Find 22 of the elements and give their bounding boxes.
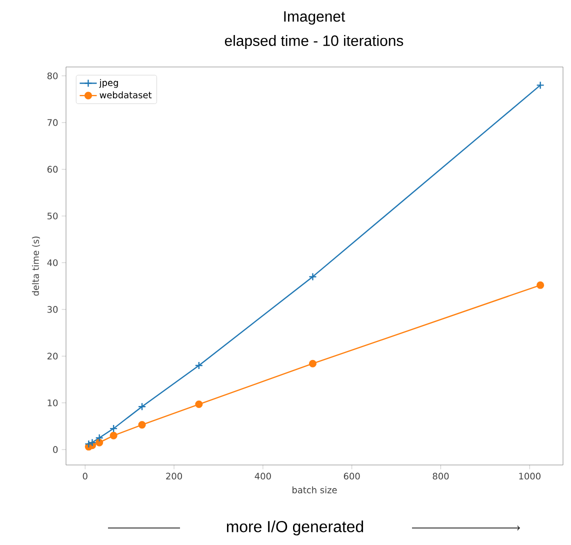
- y-tick-label: 80: [47, 72, 58, 80]
- legend-label: webdataset: [100, 91, 152, 98]
- chart-subtitle: elapsed time - 10 iterations: [224, 35, 404, 49]
- y-tick-label: 30: [48, 306, 58, 313]
- x-tick-label: 0: [82, 472, 88, 480]
- y-axis-title: delta time (s): [32, 236, 40, 296]
- text: more I/O generated: [226, 520, 364, 536]
- x-tick-label: 1000: [519, 472, 540, 480]
- x-tick-label: 600: [344, 472, 360, 480]
- y-tick-label: 10: [48, 399, 58, 406]
- legend-label: jpeg: [99, 79, 118, 88]
- y-tick-label: 0: [53, 446, 58, 453]
- x-tick-label: 200: [166, 472, 182, 480]
- x-tick-label: 800: [432, 472, 449, 480]
- y-tick-label: 70: [48, 119, 58, 126]
- y-tick-label: 60: [47, 166, 58, 173]
- x-axis-title: batch size: [292, 486, 337, 494]
- y-tick-label: 40: [47, 259, 58, 266]
- chart-title: Imagenet: [284, 11, 346, 25]
- y-tick-label: 20: [47, 352, 58, 360]
- x-tick-label: 400: [254, 472, 271, 480]
- y-tick-label: 50: [48, 212, 58, 220]
